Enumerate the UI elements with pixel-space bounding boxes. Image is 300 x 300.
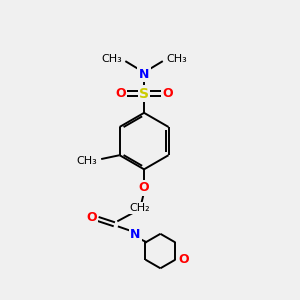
Text: CH₃: CH₃ <box>101 54 122 64</box>
Text: O: O <box>163 87 173 100</box>
Text: N: N <box>139 68 149 81</box>
Text: O: O <box>115 87 126 100</box>
Text: S: S <box>139 86 149 100</box>
Text: O: O <box>86 211 97 224</box>
Text: N: N <box>130 228 140 241</box>
Text: O: O <box>178 253 189 266</box>
Text: CH₃: CH₃ <box>166 54 187 64</box>
Text: CH₂: CH₂ <box>129 203 150 213</box>
Text: O: O <box>139 181 149 194</box>
Text: CH₃: CH₃ <box>76 156 97 166</box>
